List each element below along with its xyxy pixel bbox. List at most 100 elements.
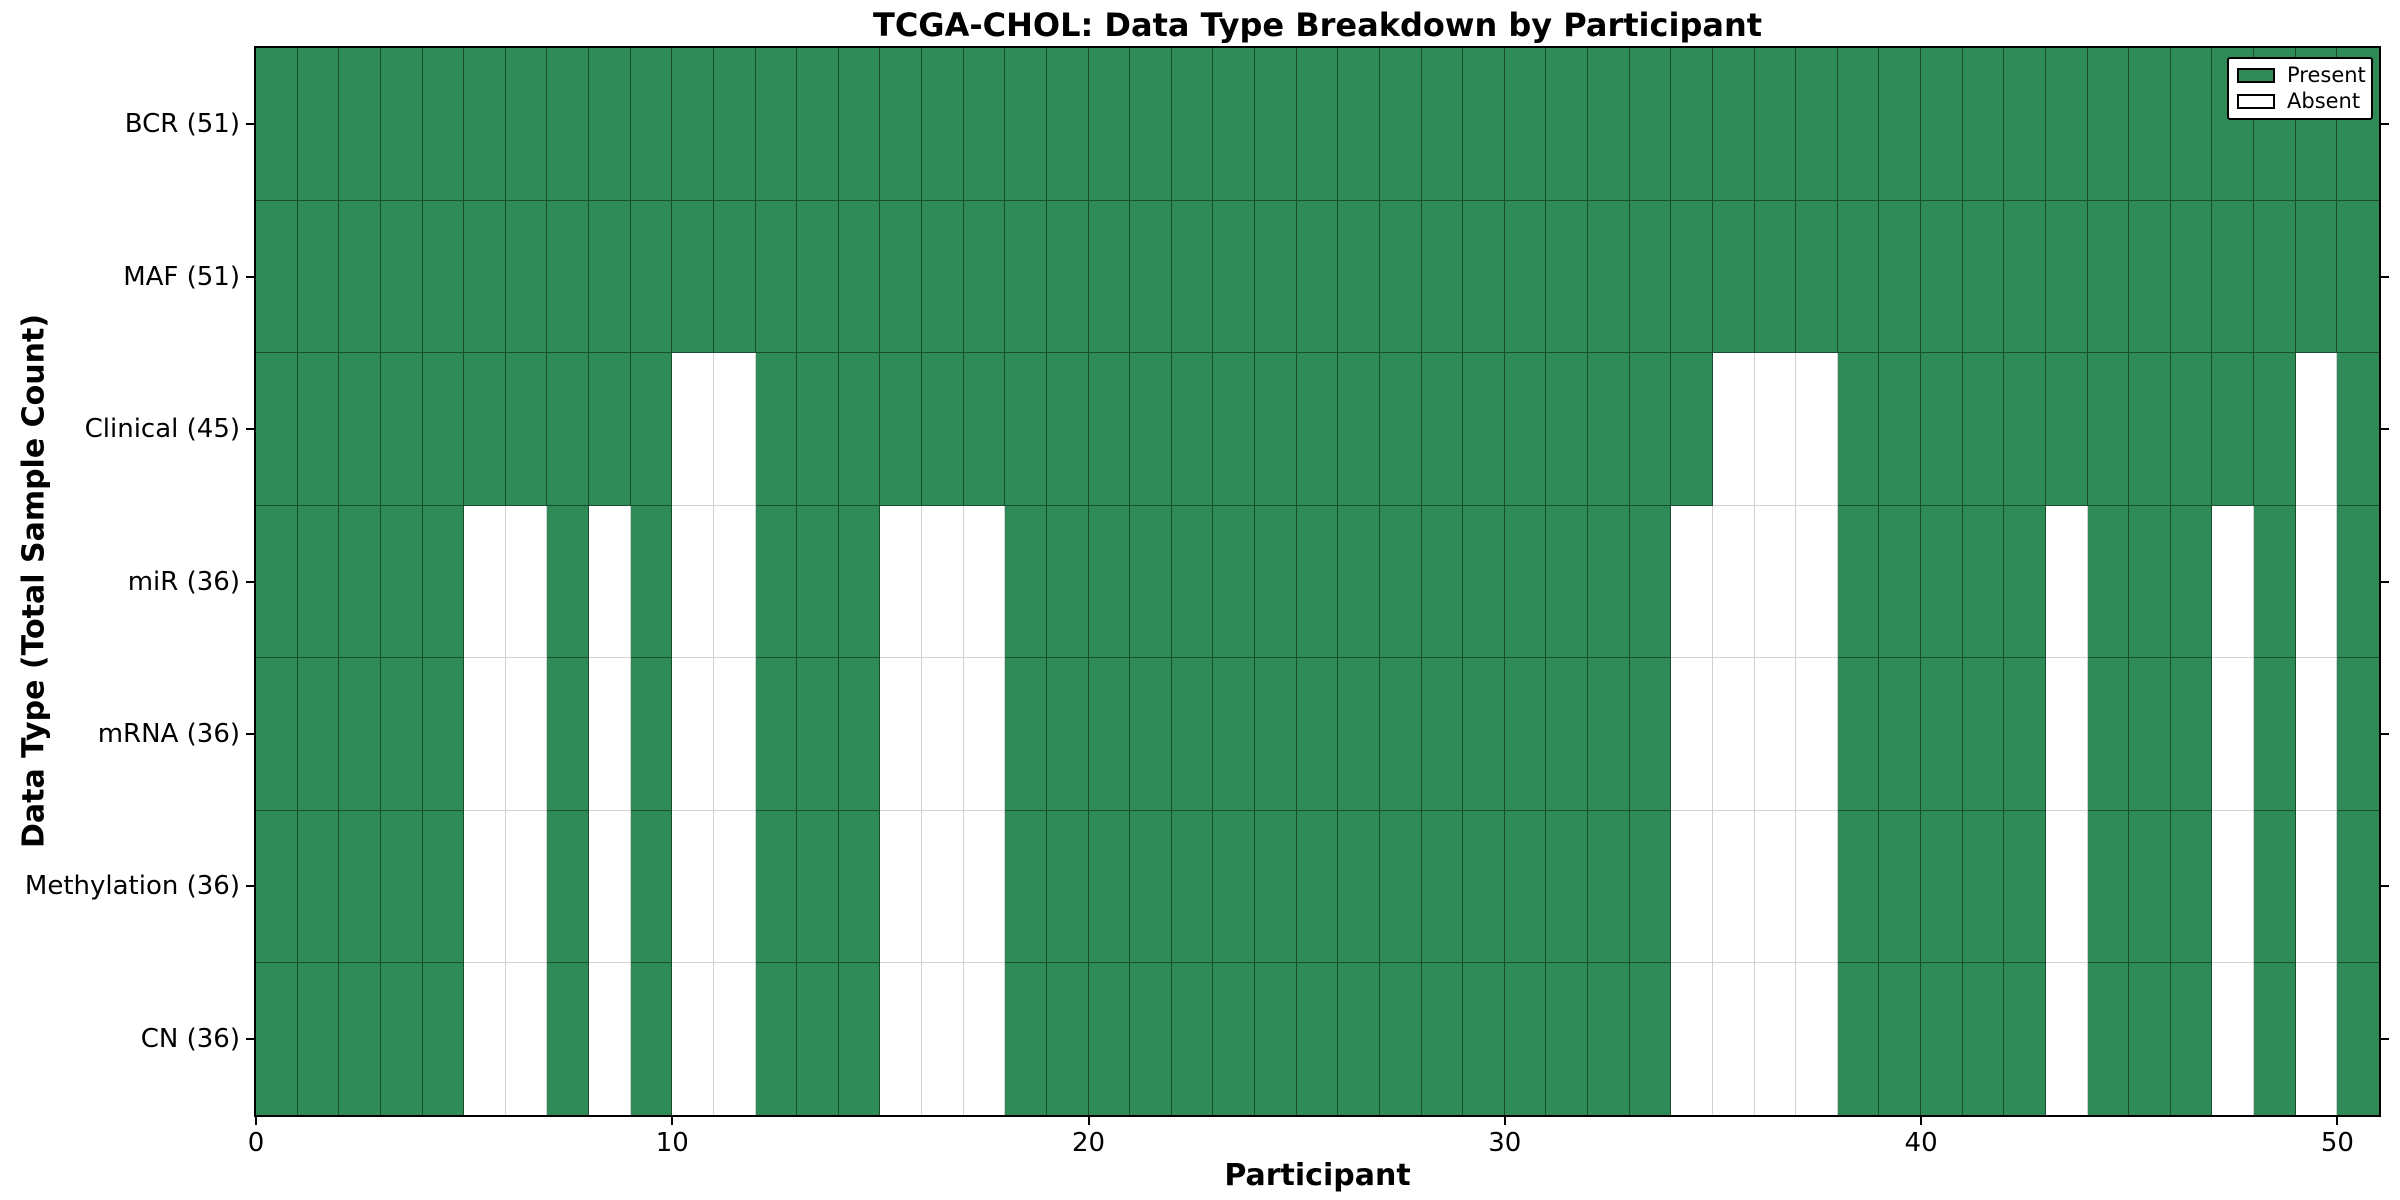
cell-present: [880, 48, 922, 201]
participant-column: [1463, 48, 1505, 1116]
cell-absent: [2212, 658, 2254, 811]
cell-absent: [963, 810, 1006, 964]
cell-present: [547, 658, 589, 811]
y-tick-mark: [246, 123, 254, 126]
cell-present: [380, 200, 423, 354]
cell-absent: [1712, 658, 1755, 811]
cell-present: [1379, 353, 1422, 506]
participant-column: [1546, 48, 1588, 1116]
cell-present: [1796, 200, 1838, 354]
cell-present: [1130, 200, 1172, 354]
cell-absent: [1712, 353, 1755, 506]
cell-absent: [589, 963, 631, 1116]
cell-present: [1879, 353, 1921, 506]
cell-present: [1296, 505, 1339, 659]
cell-present: [339, 200, 381, 354]
cell-present: [2337, 810, 2379, 964]
y-tick-mark: [246, 885, 254, 888]
cell-present: [339, 658, 381, 811]
cell-present: [422, 353, 465, 506]
participant-column: [1879, 48, 1921, 1116]
cell-absent: [672, 963, 714, 1116]
cell-absent: [1754, 353, 1797, 506]
cell-absent: [1796, 353, 1838, 506]
cell-present: [838, 658, 881, 811]
cell-present: [755, 810, 798, 964]
cell-present: [2129, 353, 2171, 506]
cell-present: [1379, 963, 1422, 1116]
cell-present: [755, 963, 798, 1116]
cell-present: [1046, 200, 1089, 354]
cell-present: [1671, 48, 1713, 201]
cell-present: [1837, 353, 1880, 506]
participant-column: [713, 48, 756, 1116]
cell-absent: [1796, 963, 1838, 1116]
presence-grid: [256, 48, 2379, 1116]
cell-present: [1712, 200, 1755, 354]
cell-present: [1171, 963, 1214, 1116]
cell-absent: [1671, 658, 1713, 811]
cell-present: [630, 963, 673, 1116]
participant-column: [1629, 48, 1672, 1116]
cell-present: [380, 505, 423, 659]
cell-present: [2212, 353, 2254, 506]
participant-column: [1796, 48, 1838, 1116]
participant-column: [464, 48, 506, 1116]
cell-present: [1546, 658, 1588, 811]
cell-present: [2087, 505, 2130, 659]
cell-present: [1962, 200, 2005, 354]
cell-absent: [713, 505, 756, 659]
cell-present: [1046, 353, 1089, 506]
cell-present: [2254, 200, 2296, 354]
cell-present: [672, 48, 714, 201]
participant-column: [1046, 48, 1089, 1116]
cell-present: [1213, 963, 1255, 1116]
cell-present: [1629, 48, 1672, 201]
y-tick-mark: [2381, 885, 2389, 888]
cell-absent: [963, 658, 1006, 811]
participant-column: [1379, 48, 1422, 1116]
cell-present: [1504, 200, 1547, 354]
participant-column: [1338, 48, 1380, 1116]
cell-present: [547, 353, 589, 506]
cell-absent: [2045, 658, 2088, 811]
cell-present: [464, 353, 506, 506]
cell-absent: [880, 505, 922, 659]
cell-present: [1171, 48, 1214, 201]
cell-present: [1962, 505, 2005, 659]
cell-present: [2087, 48, 2130, 201]
cell-present: [1213, 200, 1255, 354]
participant-column: [1837, 48, 1880, 1116]
legend: Present Absent: [2227, 57, 2373, 120]
cell-present: [1171, 810, 1214, 964]
cell-absent: [464, 963, 506, 1116]
y-tick-mark: [2381, 1037, 2389, 1040]
cell-present: [2087, 658, 2130, 811]
cell-present: [547, 810, 589, 964]
participant-column: [630, 48, 673, 1116]
cell-present: [1338, 353, 1380, 506]
cell-present: [380, 963, 423, 1116]
cell-present: [1046, 505, 1089, 659]
cell-present: [2170, 353, 2213, 506]
cell-present: [1588, 963, 1630, 1116]
cell-absent: [2045, 963, 2088, 1116]
cell-present: [1255, 48, 1297, 201]
cell-present: [1379, 658, 1422, 811]
cell-present: [1255, 963, 1297, 1116]
cell-present: [422, 505, 465, 659]
plot-area: [254, 46, 2381, 1117]
cell-present: [2170, 963, 2213, 1116]
cell-present: [589, 48, 631, 201]
participant-column: [297, 48, 340, 1116]
participant-column: [1921, 48, 1963, 1116]
cell-absent: [2295, 505, 2338, 659]
cell-present: [1088, 810, 1131, 964]
cell-absent: [922, 963, 964, 1116]
participant-column: [422, 48, 465, 1116]
cell-present: [1130, 505, 1172, 659]
cell-present: [2170, 200, 2213, 354]
y-tick-mark: [2381, 275, 2389, 278]
cell-present: [1171, 505, 1214, 659]
